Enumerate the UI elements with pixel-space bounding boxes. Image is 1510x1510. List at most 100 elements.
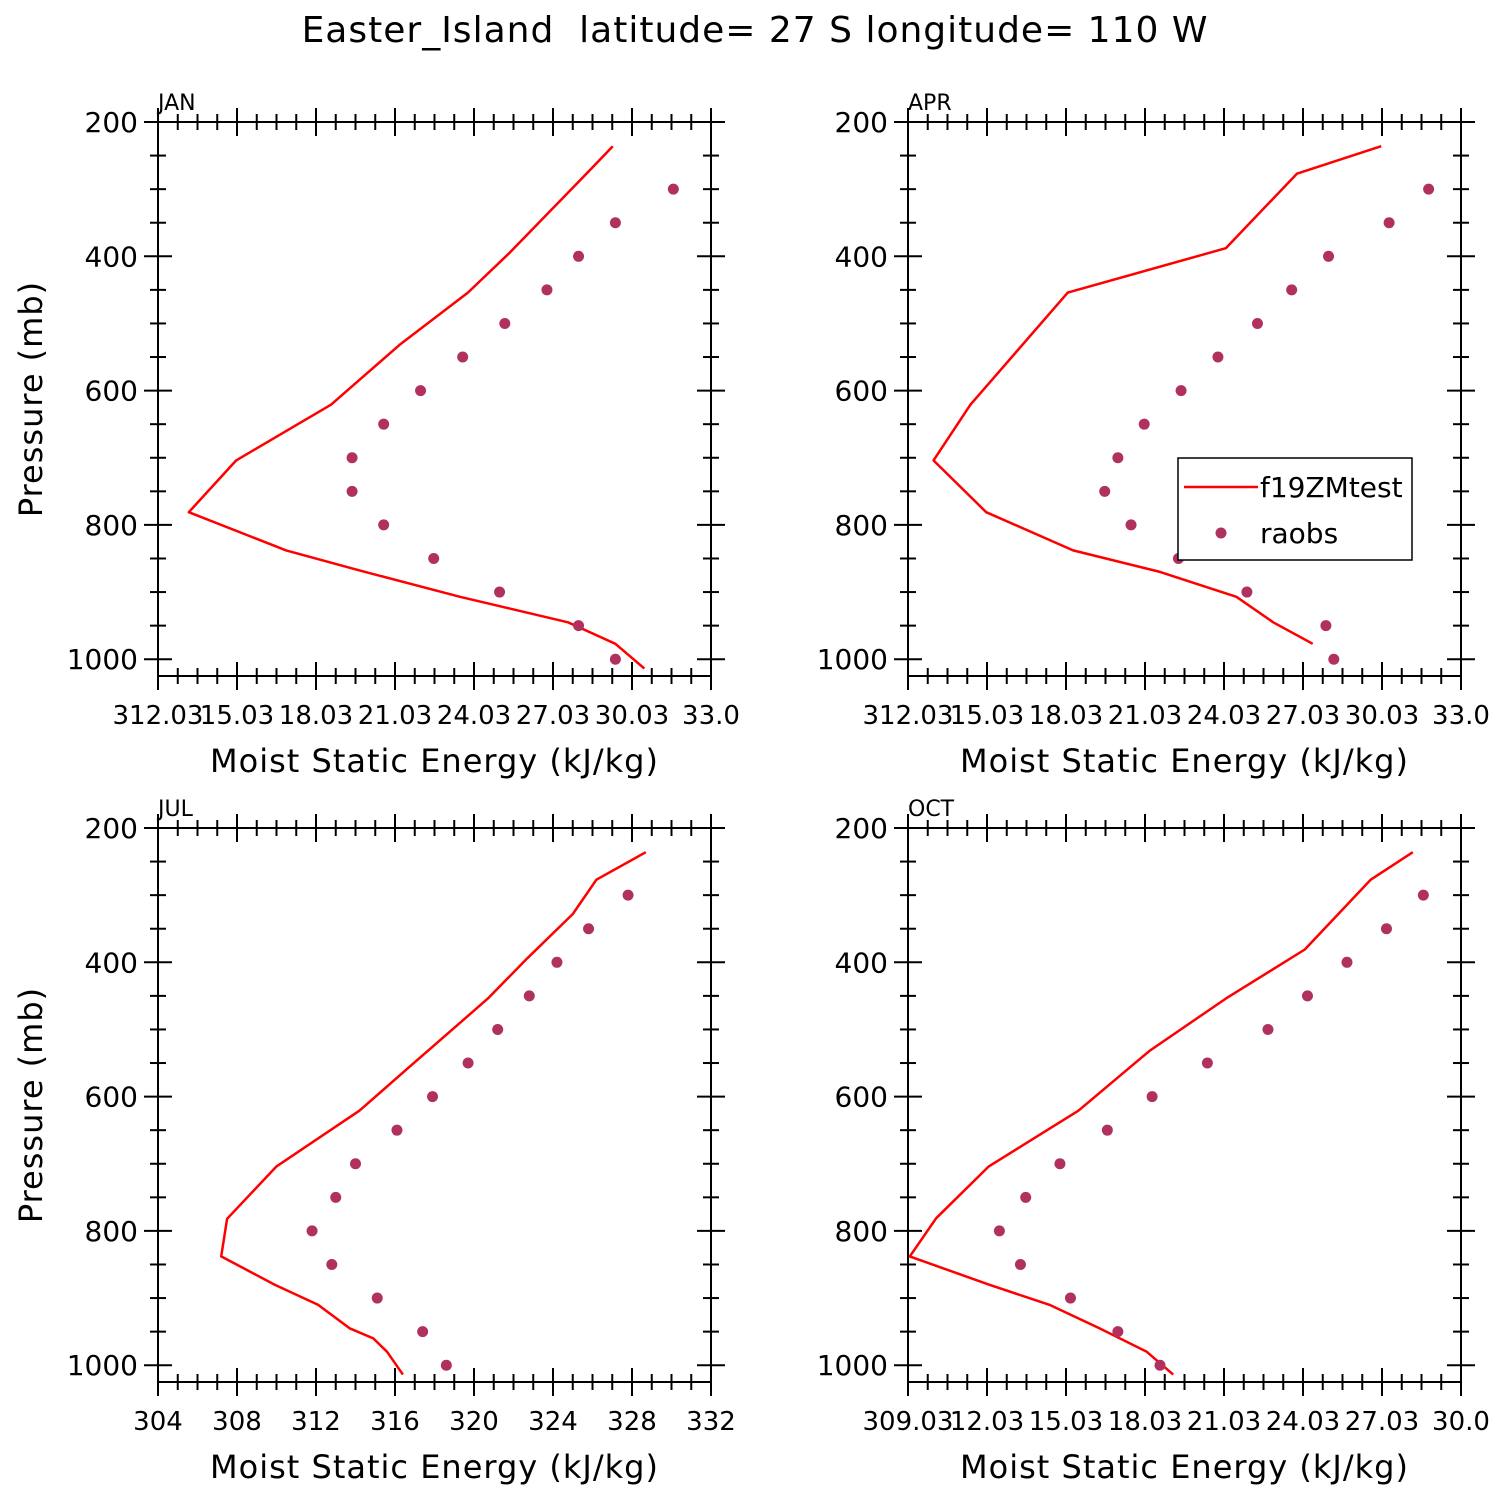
plot-frame	[907, 827, 1462, 1383]
panel-label: APR	[908, 91, 952, 116]
data-point-raobs	[462, 1057, 474, 1069]
data-point-raobs	[667, 183, 679, 195]
data-point-raobs	[573, 620, 585, 632]
data-point-raobs	[1328, 653, 1340, 665]
data-point-raobs	[1380, 923, 1392, 935]
data-point-raobs	[1175, 385, 1187, 397]
data-point-raobs	[415, 385, 427, 397]
x-tick-label: 316	[370, 1407, 420, 1437]
x-tick-label: 30.0	[1432, 1407, 1490, 1437]
y-tick-label: 1000	[817, 643, 888, 676]
x-tick-label: 33.0	[1432, 701, 1490, 731]
data-point-raobs	[346, 485, 358, 497]
x-tick-label: 24.03	[437, 701, 511, 731]
data-point-raobs	[541, 284, 553, 296]
x-tick-label: 30.03	[595, 701, 669, 731]
data-point-raobs	[1138, 418, 1150, 430]
y-tick-label: 400	[85, 946, 138, 979]
series-line-f19zmtest	[932, 145, 1382, 645]
x-tick-label: 15.03	[200, 701, 274, 731]
data-point-raobs	[1323, 250, 1335, 262]
x-tick-label: 308	[212, 1407, 262, 1437]
x-tick-label: 30.03	[1345, 701, 1419, 731]
data-point-raobs	[1423, 183, 1435, 195]
data-point-raobs	[1301, 990, 1313, 1002]
data-point-raobs	[330, 1191, 342, 1203]
y-tick-label: 400	[835, 946, 888, 979]
y-tick-label: 400	[85, 240, 138, 273]
data-point-raobs	[1212, 351, 1224, 363]
x-tick-label: 21.03	[358, 701, 432, 731]
data-point-raobs	[609, 217, 621, 229]
x-tick-label: 312.03	[863, 701, 954, 731]
data-point-raobs	[499, 317, 511, 329]
data-point-raobs	[440, 1359, 452, 1371]
y-tick-label: 600	[85, 1081, 138, 1114]
x-tick-label: 312.03	[113, 701, 204, 731]
legend-box	[1177, 457, 1413, 561]
x-tick-label: 328	[607, 1407, 657, 1437]
data-point-raobs	[1201, 1057, 1213, 1069]
data-point-raobs	[1146, 1091, 1158, 1103]
plot-frame	[907, 121, 1462, 677]
y-tick-label: 800	[85, 509, 138, 542]
data-point-raobs	[1154, 1359, 1166, 1371]
series-line-f19zmtest	[187, 145, 646, 670]
y-tick-label: 200	[85, 812, 138, 845]
y-tick-label: 600	[835, 1081, 888, 1114]
y-tick-label: 800	[835, 509, 888, 542]
data-point-raobs	[306, 1225, 318, 1237]
x-tick-label: 312	[291, 1407, 341, 1437]
x-tick-label: 27.03	[516, 701, 590, 731]
data-point-raobs	[1101, 1124, 1113, 1136]
series-line-f19zmtest	[219, 851, 647, 1376]
data-point-raobs	[523, 990, 535, 1002]
x-tick-label: 18.03	[1029, 701, 1103, 731]
data-point-raobs	[350, 1158, 361, 1170]
data-point-raobs	[1241, 586, 1253, 598]
data-point-raobs	[1262, 1023, 1274, 1035]
figure-title: Easter_Island latitude= 27 S longitude= …	[301, 10, 1209, 51]
data-point-raobs	[378, 418, 390, 430]
x-tick-label: 332	[686, 1407, 736, 1437]
panel-label: JUL	[156, 797, 194, 822]
x-tick-label: 27.03	[1266, 701, 1340, 731]
y-axis-label: Pressure (mb)	[12, 281, 50, 517]
data-point-raobs	[391, 1124, 403, 1136]
data-point-raobs	[1112, 452, 1124, 464]
legend-label-model: f19ZMtest	[1260, 471, 1403, 504]
data-point-raobs	[1341, 956, 1353, 968]
data-point-raobs	[573, 250, 585, 262]
data-point-raobs	[417, 1326, 429, 1338]
data-point-raobs	[1020, 1191, 1032, 1203]
x-tick-label: 12.03	[950, 1407, 1024, 1437]
data-point-raobs	[427, 1091, 439, 1103]
data-point-raobs	[993, 1225, 1005, 1237]
data-point-raobs	[1099, 485, 1111, 497]
x-tick-label: 27.03	[1345, 1407, 1419, 1437]
data-point-raobs	[1014, 1258, 1026, 1270]
y-tick-label: 1000	[817, 1349, 888, 1382]
x-tick-label: 15.03	[950, 701, 1024, 731]
data-point-raobs	[457, 351, 469, 363]
x-tick-label: 309.03	[863, 1407, 954, 1437]
y-tick-label: 200	[835, 106, 888, 139]
chart-panel-jul: JUL 200 400 600 800 1000 304 308 312 316 320 324 328…	[12, 797, 736, 1486]
data-point-raobs	[378, 519, 390, 531]
y-tick-label: 800	[835, 1215, 888, 1248]
y-tick-label: 1000	[67, 1349, 138, 1382]
legend: f19ZMtest raobs	[1177, 457, 1413, 561]
x-tick-label: 320	[449, 1407, 499, 1437]
data-point-raobs	[371, 1292, 383, 1304]
data-point-raobs	[1251, 317, 1263, 329]
y-tick-label: 800	[85, 1215, 138, 1248]
x-axis-label: Moist Static Energy (kJ/kg)	[210, 1448, 659, 1486]
data-point-raobs	[494, 586, 506, 598]
data-point-raobs	[1112, 1326, 1124, 1338]
data-point-raobs	[428, 552, 440, 564]
x-tick-label: 24.03	[1266, 1407, 1340, 1437]
legend-marker-swatch	[1215, 527, 1227, 539]
